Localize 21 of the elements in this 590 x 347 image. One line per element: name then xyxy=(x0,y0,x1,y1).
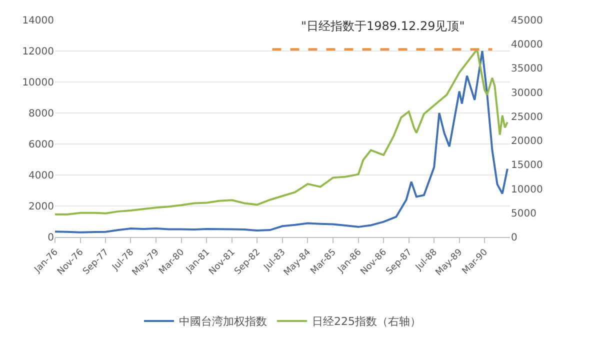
y2-tick-label: 0 xyxy=(511,232,518,244)
y2-tick-label: 25000 xyxy=(511,112,543,123)
y2-tick-label: 5000 xyxy=(511,208,536,220)
y-tick-label: 8000 xyxy=(28,108,54,120)
y-tick-label: 2000 xyxy=(28,202,54,212)
legend-label: 日经225指数（右轴） xyxy=(312,315,421,328)
y2-tick-label: 45000 xyxy=(511,16,543,26)
y-tick-label: 14000 xyxy=(22,16,54,26)
y-tick-label: 10000 xyxy=(22,78,54,88)
y-tick-label: 0 xyxy=(48,232,54,244)
y-tick-label: 12000 xyxy=(22,46,54,58)
y2-tick-label: 15000 xyxy=(511,160,543,172)
y2-tick-label: 35000 xyxy=(511,64,543,75)
annotation: "日经指数于1989.12.29见顶" xyxy=(301,19,465,33)
y-tick-label: 6000 xyxy=(28,140,54,150)
y2-tick-label: 40000 xyxy=(511,40,543,51)
y2-tick-label: 10000 xyxy=(511,184,543,196)
y2-tick-label: 30000 xyxy=(511,88,543,99)
y-tick-label: 4000 xyxy=(28,170,54,182)
legend-label: 中國台湾加权指数 xyxy=(179,315,267,328)
y2-tick-label: 20000 xyxy=(511,136,543,148)
